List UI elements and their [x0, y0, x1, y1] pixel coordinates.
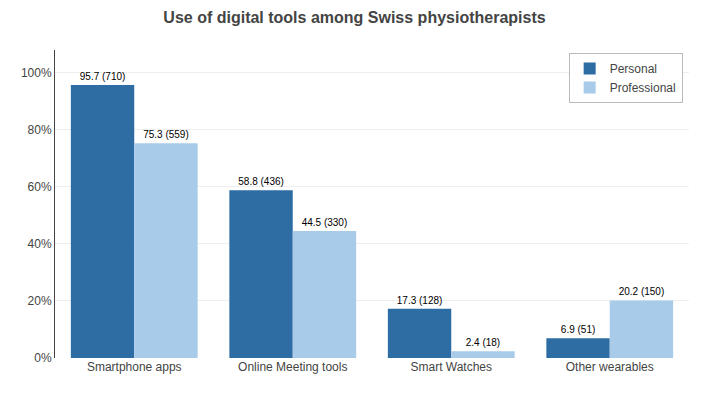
svg-text:75.3 (559): 75.3 (559) [143, 129, 189, 140]
svg-text:100%: 100% [21, 66, 52, 80]
svg-text:Use of digital tools among Swi: Use of digital tools among Swiss physiot… [163, 9, 545, 26]
svg-text:44.5 (330): 44.5 (330) [302, 217, 348, 228]
svg-text:0%: 0% [34, 351, 52, 365]
svg-text:Smart Watches: Smart Watches [410, 360, 492, 374]
svg-text:Online Meeting tools: Online Meeting tools [238, 360, 347, 374]
svg-text:60%: 60% [28, 180, 52, 194]
svg-text:95.7 (710): 95.7 (710) [80, 71, 126, 82]
svg-text:Other wearables: Other wearables [566, 360, 654, 374]
svg-text:2.4 (18): 2.4 (18) [466, 337, 500, 348]
svg-text:20.2 (150): 20.2 (150) [619, 286, 665, 297]
svg-text:58.8 (436): 58.8 (436) [238, 176, 284, 187]
svg-text:Smartphone apps: Smartphone apps [87, 360, 182, 374]
svg-text:6.9 (51): 6.9 (51) [561, 324, 595, 335]
svg-text:80%: 80% [28, 123, 52, 137]
svg-text:20%: 20% [28, 294, 52, 308]
svg-text:Personal: Personal [610, 62, 657, 76]
svg-text:17.3 (128): 17.3 (128) [397, 295, 443, 306]
svg-text:Professional: Professional [610, 81, 676, 95]
svg-text:40%: 40% [28, 237, 52, 251]
